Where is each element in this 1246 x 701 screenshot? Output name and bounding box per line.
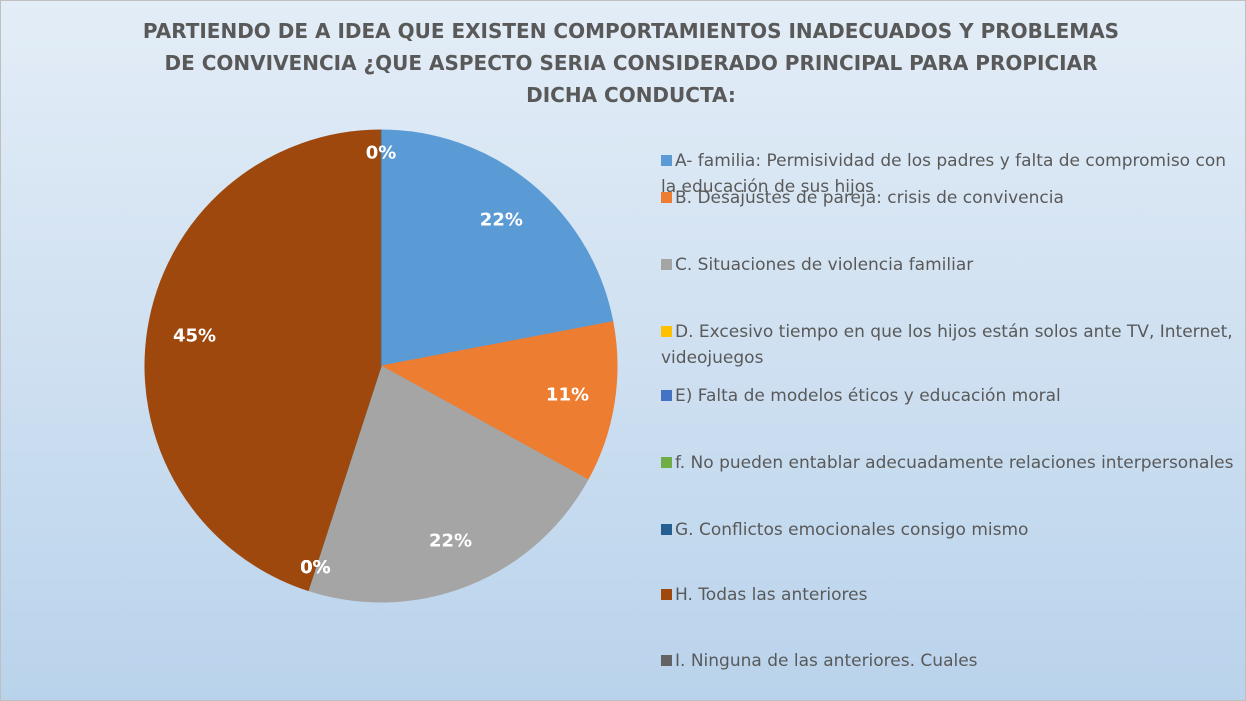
legend-label: A- familia: Permisividad de los padres y… [661,151,1227,197]
pie-slice [144,129,382,591]
pie-slice [380,129,614,367]
legend-swatch [661,457,672,468]
legend-entry: E) Falta de modelos éticos y educación m… [661,383,1241,409]
legend-label: C. Situaciones de violencia familiar [675,255,974,275]
data-label: 45% [173,325,216,346]
data-label: 11% [546,385,589,406]
legend-swatch [661,524,672,535]
legend-entry: I. Ninguna de las anteriores. Cuales [661,648,1241,674]
legend-swatch [661,589,672,600]
legend-entry: f. No pueden entablar adecuadamente rela… [661,450,1241,476]
data-label: 0% [300,557,331,578]
legend-swatch [661,390,672,401]
legend-entry: G. Conflictos emocionales consigo mismo [661,517,1241,543]
legend-entry: H. Todas las anteriores [661,582,1241,608]
legend-entry: C. Situaciones de violencia familiar [661,252,1241,278]
legend-label: B. Desajustes de pareja: crisis de convi… [675,188,1064,208]
pie-slice [380,321,618,481]
data-label: 22% [429,531,472,552]
legend-label: G. Conflictos emocionales consigo mismo [675,520,1029,540]
data-label: 0% [300,557,331,578]
data-label: 0% [366,143,397,164]
chart-title: PARTIENDO DE A IDEA QUE EXISTEN COMPORTA… [142,19,1120,107]
legend-label: I. Ninguna de las anteriores. Cuales [675,651,978,671]
legend-label: D. Excesivo tiempo en que los hijos está… [661,322,1233,368]
legend-label: E) Falta de modelos éticos y educación m… [675,386,1061,406]
legend-swatch [661,655,672,666]
legend-label: f. No pueden entablar adecuadamente rela… [675,453,1234,473]
data-label: 0% [300,557,331,578]
data-label: 0% [300,557,331,578]
pie-slice [307,365,589,603]
legend-entry: B. Desajustes de pareja: crisis de convi… [661,185,1241,211]
legend-label: H. Todas las anteriores [675,585,868,605]
legend-entry: D. Excesivo tiempo en que los hijos está… [661,319,1241,371]
legend-swatch [661,192,672,203]
legend-entry: A- familia: Permisividad de los padres y… [661,148,1241,200]
data-label: 22% [480,210,523,231]
legend-swatch [661,326,672,337]
legend-swatch [661,155,672,166]
legend-swatch [661,259,672,270]
